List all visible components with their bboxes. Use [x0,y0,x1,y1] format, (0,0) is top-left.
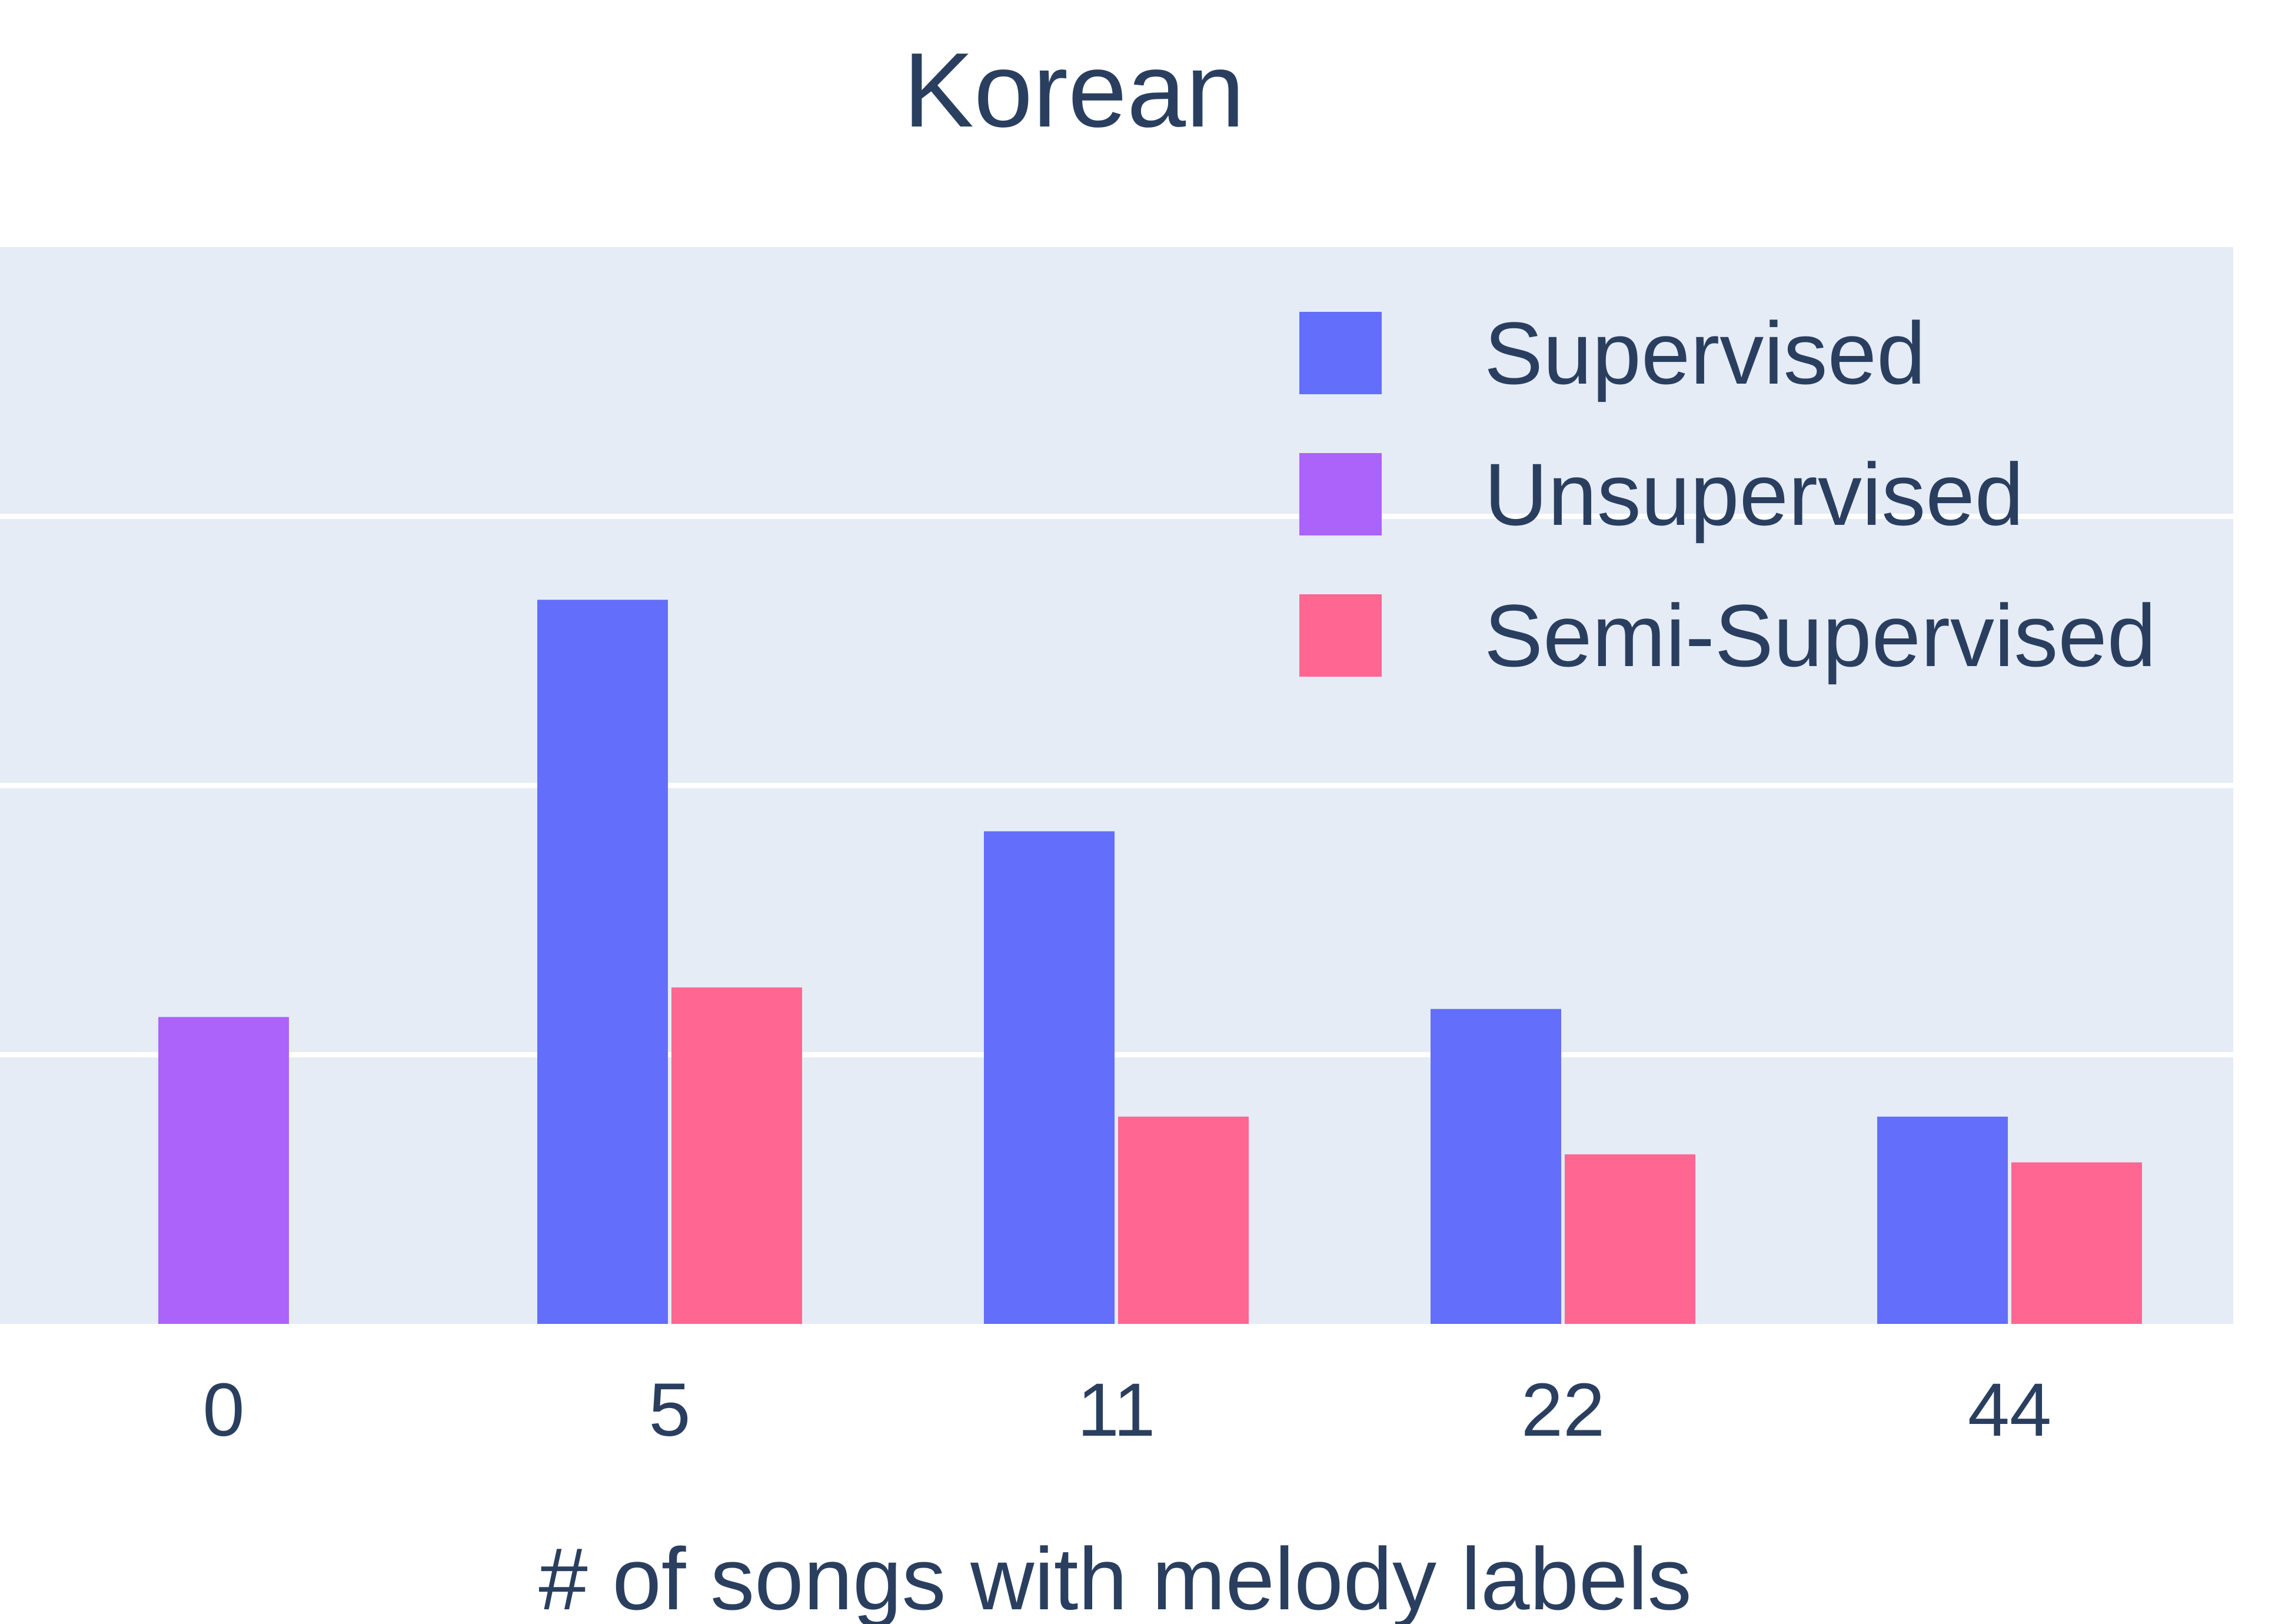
bar-semi-supervised-5 [671,987,802,1324]
bar-unsupervised-0 [158,1017,289,1324]
x-tick-label-5: 5 [648,1368,690,1452]
bars [158,600,2142,1325]
legend: Supervised Unsupervised Semi-Supervised [1299,304,2156,685]
bar-semi-supervised-22 [1565,1154,1695,1324]
x-tick-label-22: 22 [1521,1368,1605,1452]
legend-label-supervised: Supervised [1484,304,1925,402]
x-axis-ticks: 0 5 11 22 44 [202,1368,2051,1452]
bar-supervised-11 [984,831,1115,1324]
bar-supervised-44 [1877,1116,2008,1324]
legend-swatch-supervised [1299,312,1382,394]
bar-semi-supervised-11 [1118,1116,1249,1324]
gridlines [0,514,2233,1057]
chart-title: Korean [903,31,1245,149]
bar-supervised-5 [537,600,668,1325]
legend-swatch-semi-supervised [1299,594,1382,677]
bar-supervised-22 [1431,1009,1561,1324]
legend-label-semi-supervised: Semi-Supervised [1484,586,2156,685]
x-tick-label-0: 0 [202,1368,244,1452]
bar-semi-supervised-44 [2011,1162,2142,1324]
legend-label-unsupervised: Unsupervised [1484,445,2024,544]
x-axis-title: # of songs with melody labels [538,1529,1691,1624]
x-tick-label-11: 11 [1077,1368,1156,1452]
legend-swatch-unsupervised [1299,453,1382,535]
x-tick-label-44: 44 [1968,1368,2051,1452]
